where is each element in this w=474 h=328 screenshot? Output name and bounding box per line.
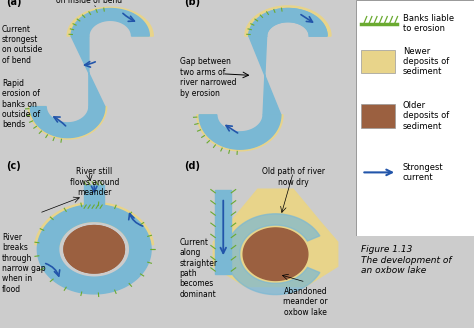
Polygon shape [84, 185, 104, 205]
Text: (a): (a) [6, 0, 22, 7]
Text: Strongest
current: Strongest current [403, 163, 444, 182]
Polygon shape [35, 202, 154, 247]
Text: Current
strongest
on outside
of bend: Current strongest on outside of bend [2, 25, 42, 65]
Polygon shape [71, 36, 105, 107]
Polygon shape [249, 9, 327, 36]
Text: (d): (d) [184, 161, 200, 171]
Text: Rapid
erosion of
banks on
outside of
bends: Rapid erosion of banks on outside of ben… [2, 79, 40, 129]
Polygon shape [226, 214, 320, 295]
Text: River still
flows around
meander: River still flows around meander [70, 167, 119, 197]
Text: (c): (c) [6, 161, 21, 171]
Text: Banks liable
to erosion: Banks liable to erosion [403, 14, 454, 33]
Text: Gap between
two arms of
river narrowed
by erosion: Gap between two arms of river narrowed b… [180, 57, 236, 98]
Polygon shape [64, 226, 124, 273]
Text: Sediments deposited
on inside of bend: Sediments deposited on inside of bend [48, 0, 129, 5]
Polygon shape [28, 107, 107, 139]
Bar [361, 104, 394, 128]
Polygon shape [30, 107, 105, 137]
Text: Current
along
straighter
path
becomes
dominant: Current along straighter path becomes do… [180, 238, 218, 299]
Polygon shape [67, 7, 153, 36]
Polygon shape [71, 9, 149, 36]
Polygon shape [245, 6, 331, 36]
Polygon shape [197, 115, 283, 151]
Text: Abandoned
meander or
oxbow lake: Abandoned meander or oxbow lake [283, 287, 328, 317]
Polygon shape [215, 190, 231, 275]
Polygon shape [249, 36, 281, 115]
Polygon shape [243, 228, 308, 280]
Text: Figure 1.13
The development of
an oxbow lake: Figure 1.13 The development of an oxbow … [361, 245, 452, 275]
Polygon shape [37, 205, 151, 294]
Polygon shape [249, 9, 327, 36]
Text: Older
deposits of
sediment: Older deposits of sediment [403, 101, 449, 131]
FancyBboxPatch shape [356, 0, 474, 236]
Text: Newer
deposits of
sediment: Newer deposits of sediment [403, 47, 449, 76]
Bar [361, 50, 394, 73]
Polygon shape [199, 115, 281, 149]
Text: (b): (b) [184, 0, 200, 7]
Polygon shape [213, 189, 337, 287]
Text: Old path of river
now dry: Old path of river now dry [262, 167, 325, 187]
Text: River
breaks
through
narrow gap
when in
flood: River breaks through narrow gap when in … [2, 233, 46, 294]
Polygon shape [64, 226, 124, 273]
